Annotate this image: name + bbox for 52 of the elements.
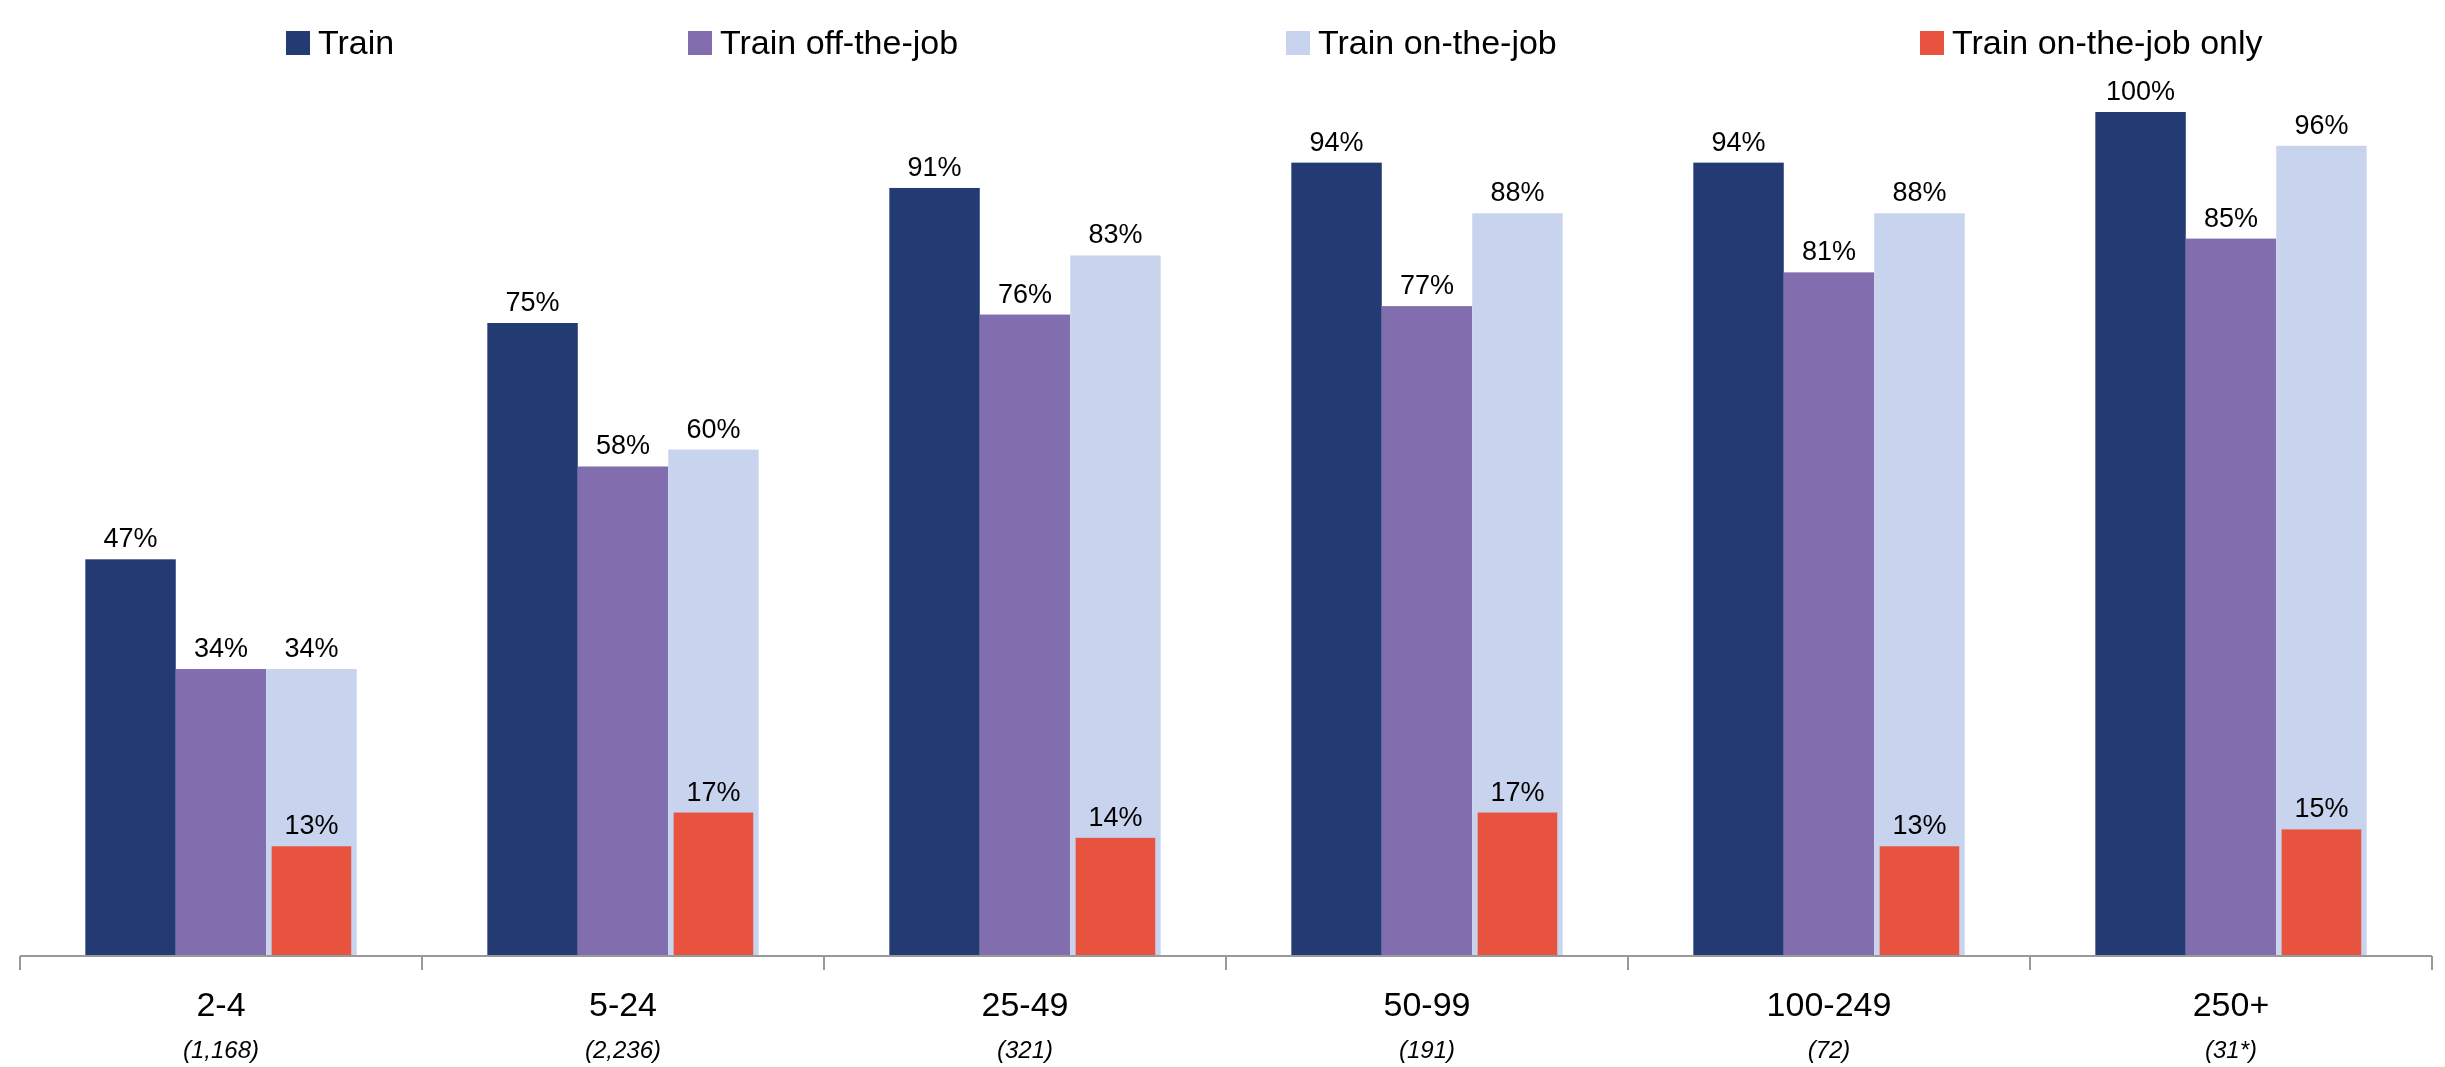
x-tick-label: 100-249 (72) <box>1766 985 1892 1063</box>
bar <box>1879 846 1960 956</box>
bar <box>85 559 176 956</box>
bar <box>1291 162 1382 956</box>
data-label: 85% <box>2203 202 2259 233</box>
legend-label: Train on-the-job only <box>1952 23 2263 61</box>
data-label: 17% <box>1490 776 1545 807</box>
data-label: 13% <box>1892 810 1947 841</box>
bar <box>1693 162 1784 956</box>
x-tick-label: 250+ (31*) <box>2192 985 2270 1063</box>
bar <box>175 669 267 956</box>
legend-label: Train off-the-job <box>720 23 959 61</box>
data-label: 94% <box>1711 126 1766 157</box>
data-label: 75% <box>505 287 560 317</box>
data-label: 14% <box>1088 801 1143 832</box>
data-label: 81% <box>1801 236 1857 267</box>
data-label: 77% <box>1399 270 1455 301</box>
bar <box>673 812 754 956</box>
data-label: 76% <box>997 278 1053 309</box>
data-label: 15% <box>2294 793 2349 824</box>
x-tick-label: 25-49 (321) <box>981 985 1069 1063</box>
data-label: 34% <box>284 633 339 664</box>
data-label: 88% <box>1892 177 1947 208</box>
x-tick-label: 2-4 (1,168) <box>182 985 260 1063</box>
data-label: 83% <box>1088 219 1143 250</box>
data-label: 88% <box>1490 177 1545 208</box>
legend-label: Train on-the-job <box>1318 23 1557 61</box>
bar <box>1381 306 1473 956</box>
bar <box>487 323 578 956</box>
data-label: 94% <box>1309 126 1364 157</box>
x-tick-label: 50-99 (191) <box>1383 985 1471 1063</box>
data-label: 17% <box>686 776 741 807</box>
data-label: 91% <box>907 151 962 182</box>
data-label: 13% <box>284 810 339 841</box>
bar <box>577 466 669 956</box>
bar <box>2095 112 2186 956</box>
data-label: 47% <box>103 523 158 554</box>
bar <box>1075 837 1156 956</box>
legend-label: Train <box>318 23 395 61</box>
data-label: 96% <box>2294 109 2349 140</box>
bar <box>2185 238 2277 956</box>
bar <box>1477 812 1558 956</box>
data-label: 34% <box>193 633 249 664</box>
data-label: 60% <box>686 413 741 444</box>
bar <box>271 846 352 956</box>
data-label: 100% <box>2106 76 2176 106</box>
bar <box>2281 829 2362 956</box>
bar <box>889 187 980 956</box>
data-label: 58% <box>595 430 651 461</box>
bar <box>1783 272 1875 956</box>
bar <box>979 314 1071 956</box>
x-tick-label: 5-24 (2,236) <box>584 985 662 1063</box>
